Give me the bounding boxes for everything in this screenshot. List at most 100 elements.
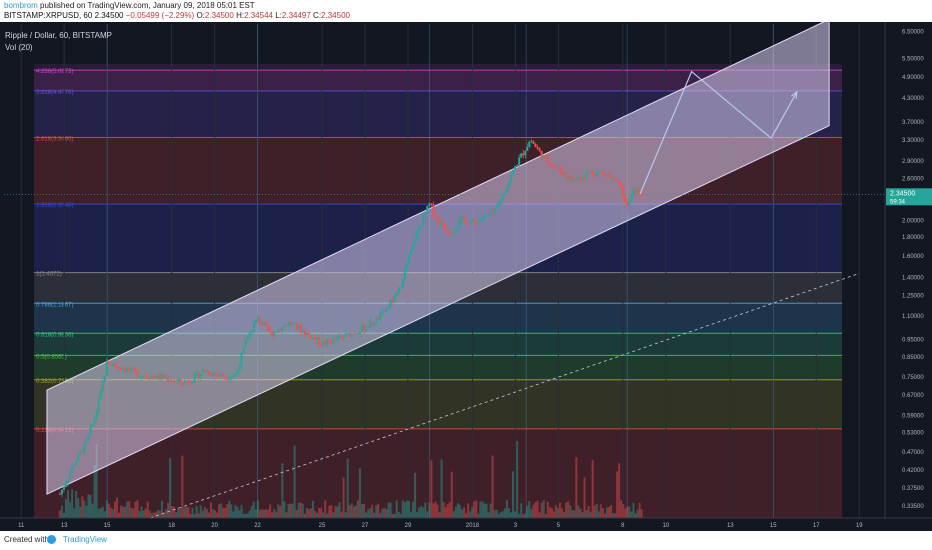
candle-body — [240, 353, 243, 367]
volume-bar — [512, 471, 515, 518]
candle-body — [577, 177, 580, 181]
candle-body — [632, 188, 635, 195]
volume-bar — [81, 496, 84, 518]
candle-body — [638, 189, 641, 195]
volume-bar — [583, 477, 586, 518]
candle-body — [124, 369, 127, 372]
volume-bar — [338, 502, 341, 518]
volume-bar — [636, 509, 639, 518]
volume-bar — [203, 507, 206, 518]
candle-body — [377, 318, 380, 320]
candle-body — [587, 172, 590, 174]
candle-body — [409, 249, 412, 256]
candle-body — [340, 336, 343, 338]
candle-body — [548, 162, 551, 166]
volume-bar — [285, 512, 288, 518]
volume-bar — [281, 463, 284, 518]
candle-body — [561, 170, 564, 175]
volume-bar — [228, 500, 231, 518]
candle-body — [461, 216, 464, 220]
price-axis[interactable] — [885, 22, 932, 531]
candle-body — [58, 494, 61, 495]
candle-body — [554, 166, 557, 168]
candle-body — [512, 169, 515, 176]
candle-body — [156, 373, 159, 379]
volume-bar — [189, 513, 192, 518]
time-tick-label: 2018 — [466, 523, 480, 529]
candle-body — [203, 369, 206, 372]
candle-body — [113, 363, 116, 366]
price-tick-label: 1.60000 — [902, 254, 924, 260]
volume-bar — [599, 504, 602, 518]
volume-bar — [287, 504, 290, 518]
time-tick-label: 17 — [813, 523, 820, 529]
volume-bar — [205, 509, 208, 518]
candle-body — [232, 375, 235, 377]
candle-body — [383, 310, 386, 312]
volume-bar — [171, 506, 174, 518]
candle-body — [379, 312, 382, 320]
volume-bar — [120, 505, 123, 518]
candle-body — [214, 372, 217, 374]
volume-bar — [618, 463, 621, 518]
price-tick-label: 3.30000 — [902, 138, 924, 144]
candle-body — [493, 208, 496, 214]
volume-bar — [160, 500, 163, 518]
chart-header: bombrom published on TradingView.com, Ja… — [0, 0, 932, 22]
candle-body — [95, 412, 98, 419]
candle-body — [448, 232, 451, 235]
candle-body — [601, 172, 604, 174]
countdown-label: 59:34 — [890, 199, 906, 205]
candle-body — [201, 369, 204, 374]
volume-bar — [267, 509, 270, 518]
projection-path[interactable] — [4, 70, 885, 519]
volume-bar — [626, 506, 629, 518]
volume-bar — [434, 501, 437, 518]
candle-body — [628, 201, 631, 206]
volume-bar — [324, 500, 327, 518]
candle-body — [111, 363, 114, 366]
price-chart[interactable]: 4.236(5.0973) 3.618(4.4776) 2.618(3.3460) 1… — [0, 22, 932, 531]
candle-body — [154, 376, 157, 379]
time-tick-label: 15 — [104, 523, 111, 529]
volume-bar — [279, 505, 282, 518]
volume-bar — [218, 504, 221, 518]
candle-body — [358, 332, 361, 335]
price-tick-label: 5.50000 — [902, 56, 924, 62]
price-tick-label: 2.60000 — [902, 176, 924, 182]
volume-bar — [605, 507, 608, 518]
candle-body — [573, 179, 576, 181]
volume-bar — [132, 508, 135, 518]
candle-body — [132, 367, 135, 369]
volume-bar — [624, 508, 627, 518]
dashed-trend-line — [149, 273, 860, 519]
price-tick-label: 0.33500 — [902, 504, 924, 510]
volume-bar — [154, 512, 157, 518]
volume-bar — [256, 500, 259, 518]
volume-bar — [438, 512, 441, 518]
volume-bar — [248, 510, 251, 518]
candle-body — [510, 175, 513, 182]
time-axis[interactable] — [0, 518, 932, 531]
candle-body — [171, 381, 174, 382]
candle-body — [263, 322, 266, 325]
volume-bar — [377, 503, 380, 518]
volume-bar — [622, 504, 625, 518]
candle-body — [244, 340, 247, 348]
volume-bar — [122, 506, 125, 518]
author-link[interactable]: bombrom — [4, 1, 38, 10]
candle-body — [297, 325, 300, 329]
candle-body — [401, 280, 404, 288]
volume-bar — [499, 512, 502, 518]
parallel-channel[interactable] — [46, 22, 830, 495]
volume-bar — [548, 506, 551, 518]
candle-body — [89, 426, 92, 435]
candle-body — [367, 327, 370, 329]
candle-body — [481, 218, 484, 221]
volume-bar — [375, 505, 378, 518]
candle-body — [71, 466, 74, 473]
volume-bar — [116, 497, 119, 518]
candle-body — [158, 373, 161, 379]
tradingview-brand[interactable]: TradingView — [62, 535, 107, 544]
volume-bar — [567, 501, 570, 518]
